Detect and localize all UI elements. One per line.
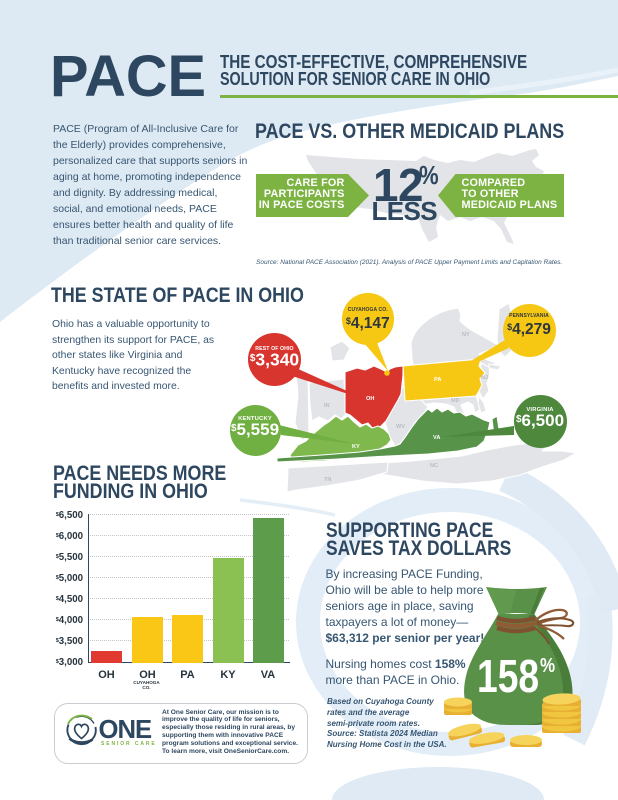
svg-text:TN: TN bbox=[324, 477, 331, 483]
svg-text:NC: NC bbox=[430, 463, 438, 469]
svg-text:OH: OH bbox=[366, 396, 374, 402]
svg-text:IN: IN bbox=[324, 403, 330, 409]
svg-text:NJ: NJ bbox=[481, 375, 488, 381]
svg-text:VA: VA bbox=[433, 435, 440, 441]
svg-text:NY: NY bbox=[462, 332, 470, 338]
svg-text:WV: WV bbox=[396, 424, 405, 430]
svg-text:PA: PA bbox=[434, 377, 441, 383]
svg-text:KY: KY bbox=[352, 444, 360, 450]
svg-text:MD: MD bbox=[451, 398, 460, 404]
